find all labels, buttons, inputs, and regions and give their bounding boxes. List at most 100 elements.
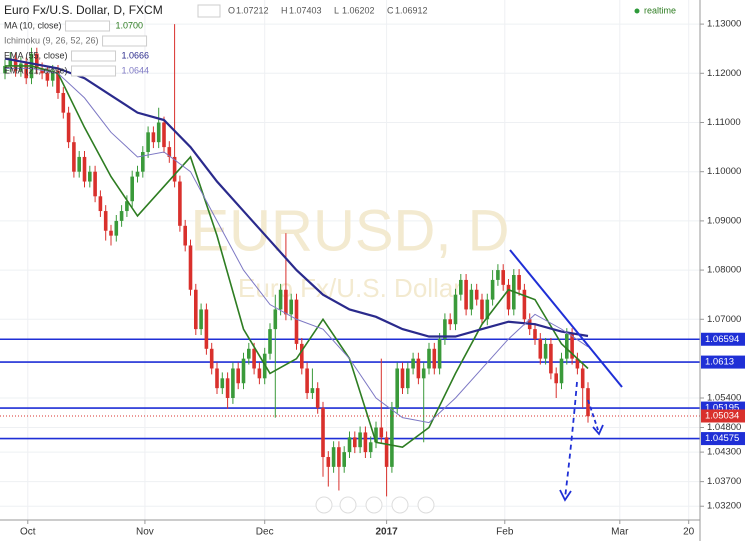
candle-body — [167, 147, 172, 157]
candle-body — [363, 432, 368, 453]
candle-body — [13, 58, 18, 71]
y-tick-label: 1.08000 — [707, 265, 741, 276]
header-icons[interactable] — [197, 4, 221, 18]
candle-body — [300, 343, 304, 369]
candle-body — [310, 388, 315, 394]
last-price: 1.05034 — [705, 411, 739, 422]
candle-body — [368, 442, 373, 453]
candle-body — [559, 358, 564, 384]
candle-body — [119, 211, 124, 221]
legend-value: 1.0666 — [122, 50, 150, 60]
candle-body — [231, 368, 235, 398]
candle-body — [35, 53, 39, 69]
candle-body — [506, 284, 511, 310]
candle-body — [98, 196, 103, 212]
candle-body — [125, 201, 129, 212]
candle-body — [141, 152, 145, 172]
candle-body — [427, 348, 431, 369]
reset[interactable] — [365, 496, 383, 514]
candle-body — [241, 358, 246, 384]
status-dot — [634, 8, 640, 14]
candle-body — [374, 427, 378, 443]
candle-body — [331, 447, 336, 467]
candle-body — [82, 156, 87, 182]
candle-body — [3, 65, 7, 74]
legend-icons[interactable] — [65, 20, 111, 32]
candle-body — [565, 334, 569, 359]
projection-arrow — [587, 399, 599, 431]
watermark: EURUSD, D — [190, 198, 509, 263]
candle-body — [151, 132, 156, 143]
candle-body — [496, 270, 500, 280]
candle-body — [443, 319, 447, 339]
ohlc-value: 1.06912 — [395, 5, 428, 15]
candle-body — [448, 319, 452, 325]
legend-value: 1.0644 — [122, 65, 150, 75]
zoom-in[interactable] — [391, 496, 409, 514]
candle-body — [390, 407, 394, 467]
y-tick-label: 1.03200 — [707, 501, 741, 512]
candle-body — [453, 294, 458, 325]
candle-body — [45, 73, 50, 81]
candle-body — [432, 348, 437, 369]
candle-body — [358, 432, 362, 448]
title: Euro Fx/U.S. Dollar, D, FXCM — [4, 3, 163, 17]
candle-body — [183, 225, 187, 246]
candle-body — [77, 156, 81, 172]
candle-body — [135, 171, 140, 177]
y-tick-label: 1.11000 — [707, 117, 741, 128]
ohlc-label: H — [281, 5, 288, 15]
x-tick-label: Nov — [136, 527, 154, 538]
x-tick-label: Oct — [20, 527, 36, 538]
candle-body — [172, 156, 177, 182]
candle-body — [305, 368, 309, 394]
arrow-head — [592, 424, 604, 436]
ohlc-value: 1.07212 — [236, 5, 269, 15]
ohlc-value: 1.07403 — [289, 5, 322, 15]
candle-body — [66, 112, 71, 143]
legend-name: EMA (55, close) — [4, 50, 68, 60]
candle-body — [130, 176, 134, 202]
zoom-out[interactable] — [339, 496, 357, 514]
axis: 1.13000 1.12000 1.11000 1.10000 1.09000 1.080… — [20, 19, 741, 538]
candle-body — [416, 358, 421, 379]
nav-buttons — [315, 496, 435, 514]
candle-body — [474, 289, 479, 300]
candle-body — [156, 122, 161, 143]
candle-body — [294, 299, 299, 344]
candle-body — [268, 329, 272, 354]
y-tick-label: 1.09000 — [707, 215, 741, 226]
ohlc-value: 1.06202 — [342, 5, 375, 15]
candle-body — [252, 348, 256, 369]
candle-body — [395, 368, 399, 408]
candle-body — [459, 279, 463, 295]
candle-body — [236, 368, 240, 384]
candle-body — [379, 427, 384, 438]
candle-body — [199, 309, 203, 330]
y-tick-label: 1.12000 — [707, 68, 741, 79]
level-price: 1.0613 — [705, 357, 734, 368]
candle-body — [411, 358, 415, 369]
legend-icons[interactable] — [102, 35, 148, 47]
arrow-head — [559, 489, 572, 502]
candle-body — [88, 171, 92, 182]
candle-body — [575, 358, 580, 369]
candle-body — [464, 279, 468, 310]
candle-body — [8, 58, 13, 66]
y-tick-label: 1.05400 — [707, 393, 741, 404]
level-price-box — [701, 432, 745, 446]
legend-icons[interactable] — [71, 50, 117, 62]
candle-body — [209, 348, 214, 369]
scroll-left[interactable] — [315, 496, 333, 514]
level-price: 1.05195 — [705, 403, 739, 414]
legend-icons[interactable] — [71, 65, 117, 77]
watermark-sub: Euro Fx/U.S. Dollar — [238, 273, 462, 303]
y-tick-label: 1.04300 — [707, 447, 741, 458]
candle-body — [533, 329, 537, 339]
candle-body — [188, 245, 193, 290]
scroll-right[interactable] — [417, 496, 435, 514]
candle-body — [384, 437, 389, 467]
candle-body — [257, 368, 262, 379]
candle-body — [326, 457, 331, 467]
